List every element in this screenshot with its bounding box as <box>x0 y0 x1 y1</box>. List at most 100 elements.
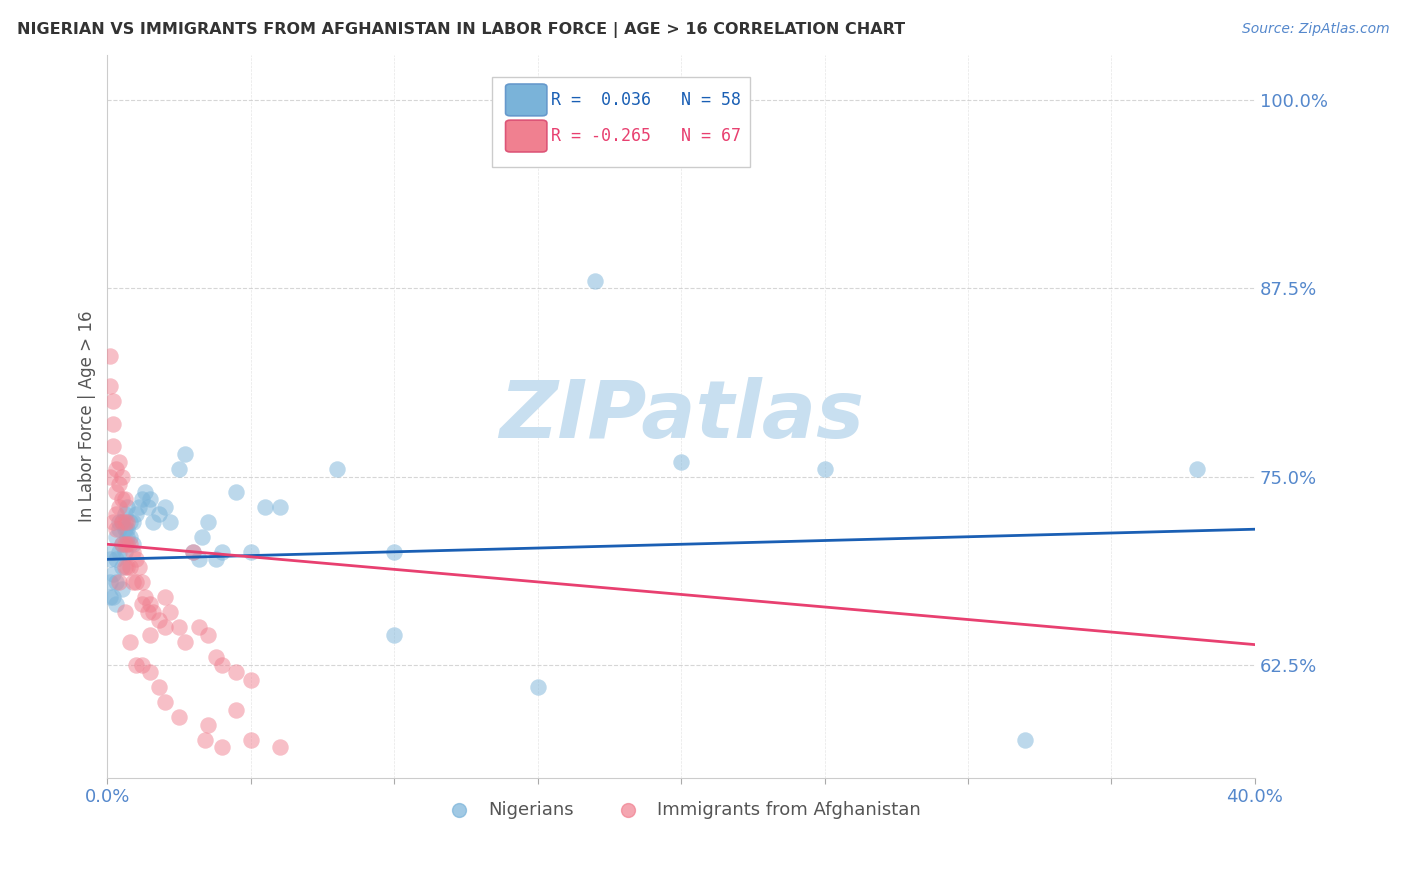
Point <box>148 613 170 627</box>
FancyBboxPatch shape <box>506 120 547 152</box>
Text: ZIPatlas: ZIPatlas <box>499 377 863 455</box>
Point <box>111 559 134 574</box>
Point <box>131 574 153 589</box>
Point <box>114 537 136 551</box>
Point <box>194 733 217 747</box>
Point <box>211 545 233 559</box>
Point <box>111 537 134 551</box>
Point <box>131 657 153 672</box>
Point <box>183 545 205 559</box>
Point <box>382 545 405 559</box>
Point <box>1187 462 1209 476</box>
Point <box>114 507 136 521</box>
Point <box>101 440 124 454</box>
Point <box>159 515 181 529</box>
Point <box>134 590 156 604</box>
Text: R =  0.036   N = 58: R = 0.036 N = 58 <box>551 91 741 109</box>
Point <box>239 733 262 747</box>
Point <box>122 545 145 559</box>
Point <box>526 680 548 694</box>
Point <box>167 620 190 634</box>
Point <box>117 500 139 514</box>
Point <box>117 559 139 574</box>
Point <box>120 559 142 574</box>
Point <box>1014 733 1036 747</box>
Point <box>139 627 162 641</box>
FancyBboxPatch shape <box>506 84 547 116</box>
Legend: Nigerians, Immigrants from Afghanistan: Nigerians, Immigrants from Afghanistan <box>434 794 928 826</box>
Point <box>108 522 131 536</box>
Point <box>104 522 127 536</box>
Point <box>239 673 262 687</box>
Text: Source: ZipAtlas.com: Source: ZipAtlas.com <box>1241 22 1389 37</box>
Point <box>120 515 142 529</box>
Point <box>139 665 162 680</box>
Point <box>104 552 127 566</box>
Point <box>583 274 606 288</box>
FancyBboxPatch shape <box>492 77 749 167</box>
Point <box>98 379 121 393</box>
Point <box>98 574 121 589</box>
Point <box>128 559 150 574</box>
Point <box>142 605 165 619</box>
Point <box>98 469 121 483</box>
Point <box>114 559 136 574</box>
Point <box>197 515 219 529</box>
Point <box>197 627 219 641</box>
Point <box>104 462 127 476</box>
Point <box>117 530 139 544</box>
Point <box>153 620 176 634</box>
Point <box>225 484 247 499</box>
Point <box>108 545 131 559</box>
Point <box>111 515 134 529</box>
Point <box>117 537 139 551</box>
Point <box>326 462 349 476</box>
Point <box>122 537 145 551</box>
Point <box>104 530 127 544</box>
Point <box>139 598 162 612</box>
Point <box>101 590 124 604</box>
Point <box>128 500 150 514</box>
Point <box>183 545 205 559</box>
Point <box>111 582 134 597</box>
Point <box>114 605 136 619</box>
Point <box>101 567 124 582</box>
Point <box>101 394 124 409</box>
Point <box>114 522 136 536</box>
Point <box>382 627 405 641</box>
Point <box>101 417 124 431</box>
Point <box>111 469 134 483</box>
Point <box>197 718 219 732</box>
Point <box>269 740 291 755</box>
Y-axis label: In Labor Force | Age > 16: In Labor Force | Age > 16 <box>79 310 96 522</box>
Point <box>98 552 121 566</box>
Point <box>111 515 134 529</box>
Point <box>142 515 165 529</box>
Point <box>669 454 692 468</box>
Point <box>211 657 233 672</box>
Point <box>153 500 176 514</box>
Point <box>173 447 195 461</box>
Point <box>211 740 233 755</box>
Point <box>111 537 134 551</box>
Point <box>125 507 148 521</box>
Point <box>125 552 148 566</box>
Point <box>104 598 127 612</box>
Point <box>173 635 195 649</box>
Point <box>104 484 127 499</box>
Point <box>101 515 124 529</box>
Point <box>269 500 291 514</box>
Point <box>117 522 139 536</box>
Point <box>104 507 127 521</box>
Point <box>205 650 228 665</box>
Point <box>114 545 136 559</box>
Point <box>159 605 181 619</box>
Point <box>122 515 145 529</box>
Point <box>153 695 176 709</box>
Point <box>131 598 153 612</box>
Point <box>131 492 153 507</box>
Point <box>167 462 190 476</box>
Point <box>101 545 124 559</box>
Point <box>148 680 170 694</box>
Point <box>225 703 247 717</box>
